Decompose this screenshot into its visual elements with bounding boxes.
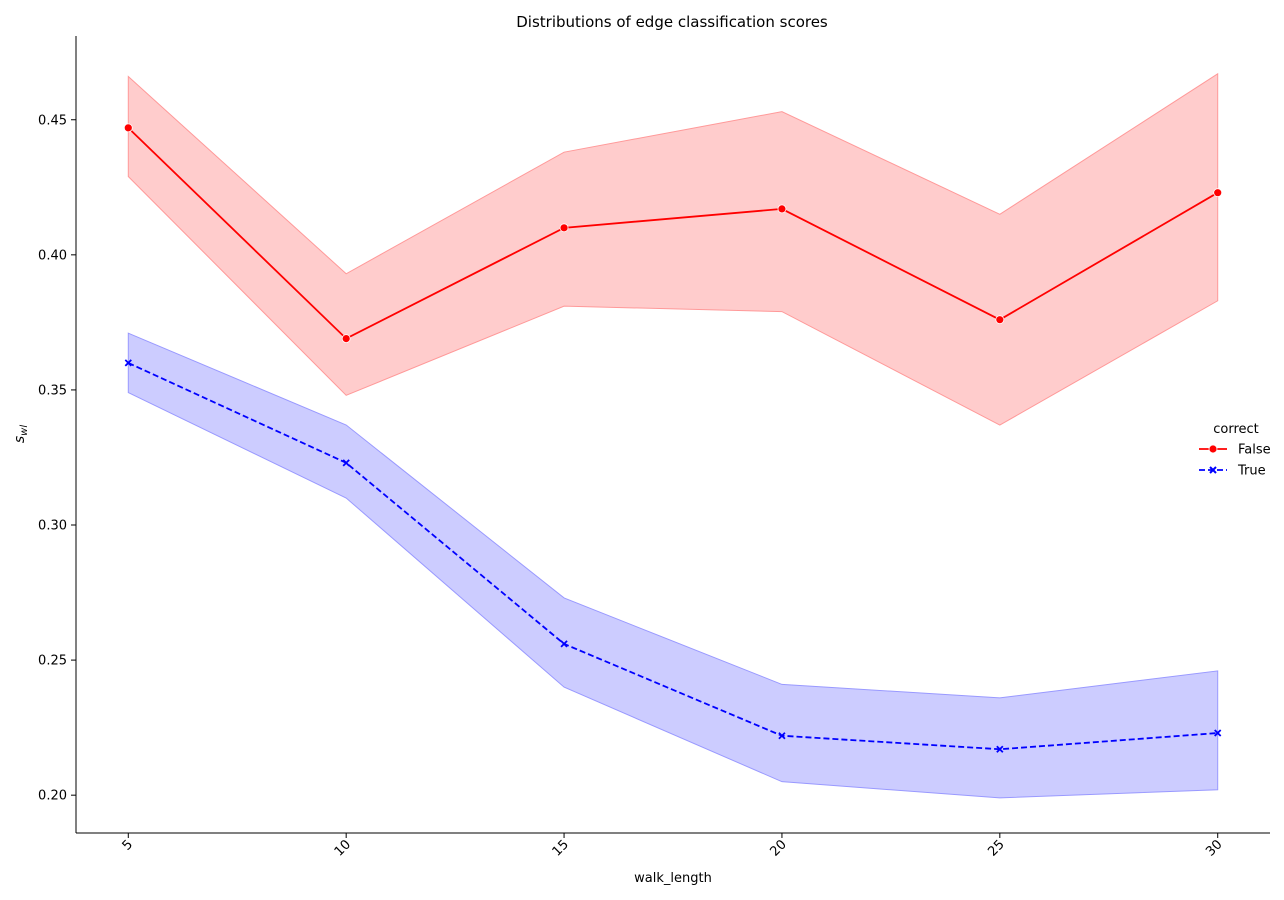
y-tick-label: 0.25	[38, 654, 67, 669]
x-tick-label: 5	[120, 837, 136, 853]
x-ticks: 5 10 15 20 25 30	[120, 833, 1226, 860]
ci-band-true	[127, 332, 1219, 799]
y-tick-label: 0.20	[38, 789, 67, 804]
data-point-false-10	[341, 334, 351, 343]
x-tick-label: 25	[985, 837, 1007, 859]
legend-item-true: True	[1199, 464, 1266, 479]
y-tick-label: 0.40	[38, 248, 67, 263]
series-line-true	[127, 362, 1218, 751]
y-ticks: 0.20 0.25 0.30 0.35 0.40 0.45	[38, 113, 76, 804]
data-point-true-15	[560, 640, 568, 648]
data-point-false-15	[559, 223, 569, 233]
data-point-false-25	[995, 315, 1005, 325]
y-tick-label: 0.35	[38, 383, 67, 398]
data-point-true-25	[996, 745, 1004, 753]
y-tick-label: 0.45	[38, 113, 67, 128]
marker-stroke	[342, 459, 350, 467]
marker-stroke	[560, 640, 568, 648]
series-line-false	[127, 127, 1219, 340]
x-axis-title: walk_length	[634, 871, 712, 886]
x-tick-label: 15	[550, 837, 572, 859]
legend-label-true: True	[1237, 464, 1266, 479]
marker-stroke	[1214, 729, 1222, 737]
y-tick-label: 0.30	[38, 519, 67, 534]
confidence-bands	[127, 72, 1219, 799]
data-point-false-30	[1213, 188, 1223, 198]
y-axis-title-main: s	[12, 436, 28, 443]
ci-band-false	[127, 72, 1219, 426]
legend-item-false: False	[1199, 443, 1271, 458]
legend-label-false: False	[1238, 443, 1271, 458]
y-axis-title: swl	[12, 425, 30, 443]
chart-title: Distributions of edge classification sco…	[516, 13, 828, 31]
x-tick-label: 30	[1203, 837, 1225, 859]
series-markers	[123, 123, 1223, 753]
y-axis-title-sub: wl	[19, 425, 30, 436]
data-point-false-5	[123, 123, 133, 133]
x-tick-label: 20	[767, 837, 789, 859]
x-tick-label: 10	[332, 837, 354, 859]
legend-title: correct	[1213, 422, 1259, 437]
series-lines	[127, 127, 1219, 751]
marker-stroke	[124, 359, 132, 367]
data-point-true-30	[1214, 729, 1222, 737]
legend-swatch-marker	[1209, 466, 1217, 474]
data-point-true-10	[342, 459, 350, 467]
marker-stroke	[996, 745, 1004, 753]
marker-stroke	[778, 732, 786, 740]
data-point-false-20	[777, 204, 787, 214]
legend-swatch-marker	[1208, 444, 1218, 454]
legend: correct False True	[1199, 422, 1271, 479]
data-point-true-20	[778, 732, 786, 740]
data-point-true-5	[124, 359, 132, 367]
